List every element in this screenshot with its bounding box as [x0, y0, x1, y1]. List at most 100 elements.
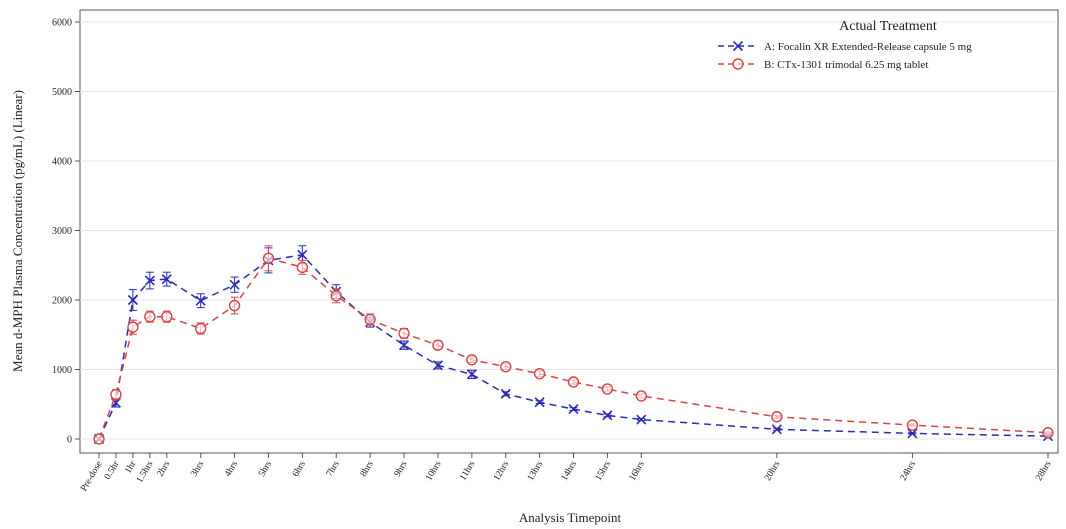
y-axis: 0 1000 2000 3000 4000 5000 6000: [52, 18, 80, 446]
series-b: [93, 245, 1054, 445]
x-marker-stroke: [127, 294, 138, 306]
y-axis-title: Mean d-MPH Plasma Concentration (pg/mL) …: [10, 90, 25, 372]
x-marker: [907, 428, 918, 439]
x-marker-stroke: [771, 424, 782, 435]
x-tick-label: 10hrs: [424, 459, 443, 483]
circle-marker: [144, 310, 156, 323]
x-marker-stroke: [432, 360, 443, 371]
x-tick-label: 24hrs: [899, 459, 918, 483]
x-tick-label: 2hrs: [156, 459, 173, 478]
y-tick-label: 2000: [52, 296, 72, 307]
legend-circle-marker-icon: [732, 58, 744, 70]
circle-marker: [110, 388, 122, 401]
circle-marker: [127, 321, 139, 333]
x-marker: [534, 397, 545, 408]
x-marker-stroke: [297, 249, 308, 260]
x-marker-stroke: [144, 275, 155, 286]
legend-label-a: A: Focalin XR Extended-Release capsule 5…: [764, 41, 972, 53]
circle-marker: [635, 390, 647, 402]
circle-marker: [432, 339, 444, 351]
circle-marker: [1042, 427, 1054, 439]
circle-marker: [262, 252, 275, 264]
x-marker: [432, 360, 443, 371]
circle-marker: [732, 58, 744, 70]
series-a: [93, 245, 1054, 445]
x-tick-label: 9hrs: [393, 459, 410, 478]
y-tick-label: 3000: [52, 226, 72, 237]
circle-marker: [194, 322, 207, 335]
circle-marker: [161, 310, 173, 323]
circle-marker: [228, 299, 241, 312]
x-tick-label: 11hrs: [458, 459, 477, 482]
x-marker-stroke: [534, 397, 545, 408]
x-tick-label: 7hrs: [325, 459, 342, 478]
plot-frame: [79, 9, 1059, 454]
y-tick-label: 4000: [52, 157, 72, 168]
series-line: [98, 253, 1049, 440]
x-axis-title: Analysis Timepoint: [519, 510, 622, 525]
x-marker-stroke: [568, 404, 579, 415]
x-tick-label: 14hrs: [560, 459, 579, 483]
legend-x-marker-icon: [732, 40, 744, 52]
circle-marker: [906, 419, 919, 431]
legend-title: Actual Treatment: [839, 19, 937, 34]
y-tick-label: 0: [67, 435, 72, 446]
circle-marker: [533, 367, 546, 380]
x-marker-stroke: [195, 295, 206, 306]
x-marker: [636, 414, 647, 425]
x-marker-stroke: [466, 369, 477, 380]
x-tick-label: 3hrs: [189, 459, 206, 478]
x-tick-label: 1.5hrs: [135, 459, 156, 485]
x-marker-stroke: [732, 40, 744, 52]
x-tick-label: 12hrs: [492, 459, 511, 483]
x-marker-stroke: [500, 388, 511, 399]
x-marker-stroke: [907, 428, 918, 439]
circle-marker: [771, 411, 783, 423]
legend: Actual Treatment A: Focalin XR Extended-…: [718, 19, 972, 71]
legend-item-a: A: Focalin XR Extended-Release capsule 5…: [718, 40, 972, 53]
x-tick-label: Pre-dose: [79, 460, 104, 494]
x-tick-label: 6hrs: [291, 459, 308, 478]
gridlines: [80, 21, 1058, 440]
x-tick-label: 4hrs: [223, 459, 240, 478]
x-marker-stroke: [229, 279, 240, 290]
x-marker: [127, 294, 138, 306]
circle-marker: [364, 313, 376, 326]
x-marker: [297, 249, 308, 260]
circle-marker: [567, 376, 580, 388]
x-marker: [466, 369, 477, 380]
circle-marker: [601, 383, 614, 395]
x-tick-label: 0.5hr: [103, 459, 122, 482]
x-tick-label: 15hrs: [594, 459, 613, 483]
legend-item-b: B: CTx-1301 trimodal 6.25 mg tablet: [718, 58, 928, 71]
x-marker-stroke: [398, 340, 410, 351]
circle-marker: [466, 354, 478, 366]
x-marker: [602, 410, 613, 421]
x-marker: [195, 295, 206, 306]
series-line: [98, 257, 1049, 440]
circle-marker: [398, 327, 410, 340]
circle-marker: [500, 361, 512, 373]
x-tick-label: 8hrs: [359, 459, 376, 478]
x-tick-label: 5hrs: [257, 459, 274, 478]
x-marker: [161, 274, 172, 285]
x-tick-label: 28hrs: [1034, 459, 1053, 483]
x-tick-label: 20hrs: [763, 459, 782, 483]
x-tick-label: 13hrs: [526, 459, 545, 483]
circle-marker: [93, 433, 105, 445]
x-marker: [732, 40, 744, 52]
y-tick-label: 5000: [52, 87, 72, 98]
x-tick-label: 16hrs: [628, 459, 647, 483]
x-marker: [771, 424, 782, 435]
x-marker-stroke: [161, 274, 172, 285]
y-tick-label: 6000: [52, 18, 72, 29]
x-marker: [500, 388, 511, 399]
x-marker: [398, 340, 410, 351]
circle-marker: [330, 290, 342, 302]
x-marker: [568, 404, 579, 415]
x-marker-stroke: [636, 414, 647, 425]
x-marker: [144, 275, 155, 286]
circle-marker: [296, 261, 309, 274]
